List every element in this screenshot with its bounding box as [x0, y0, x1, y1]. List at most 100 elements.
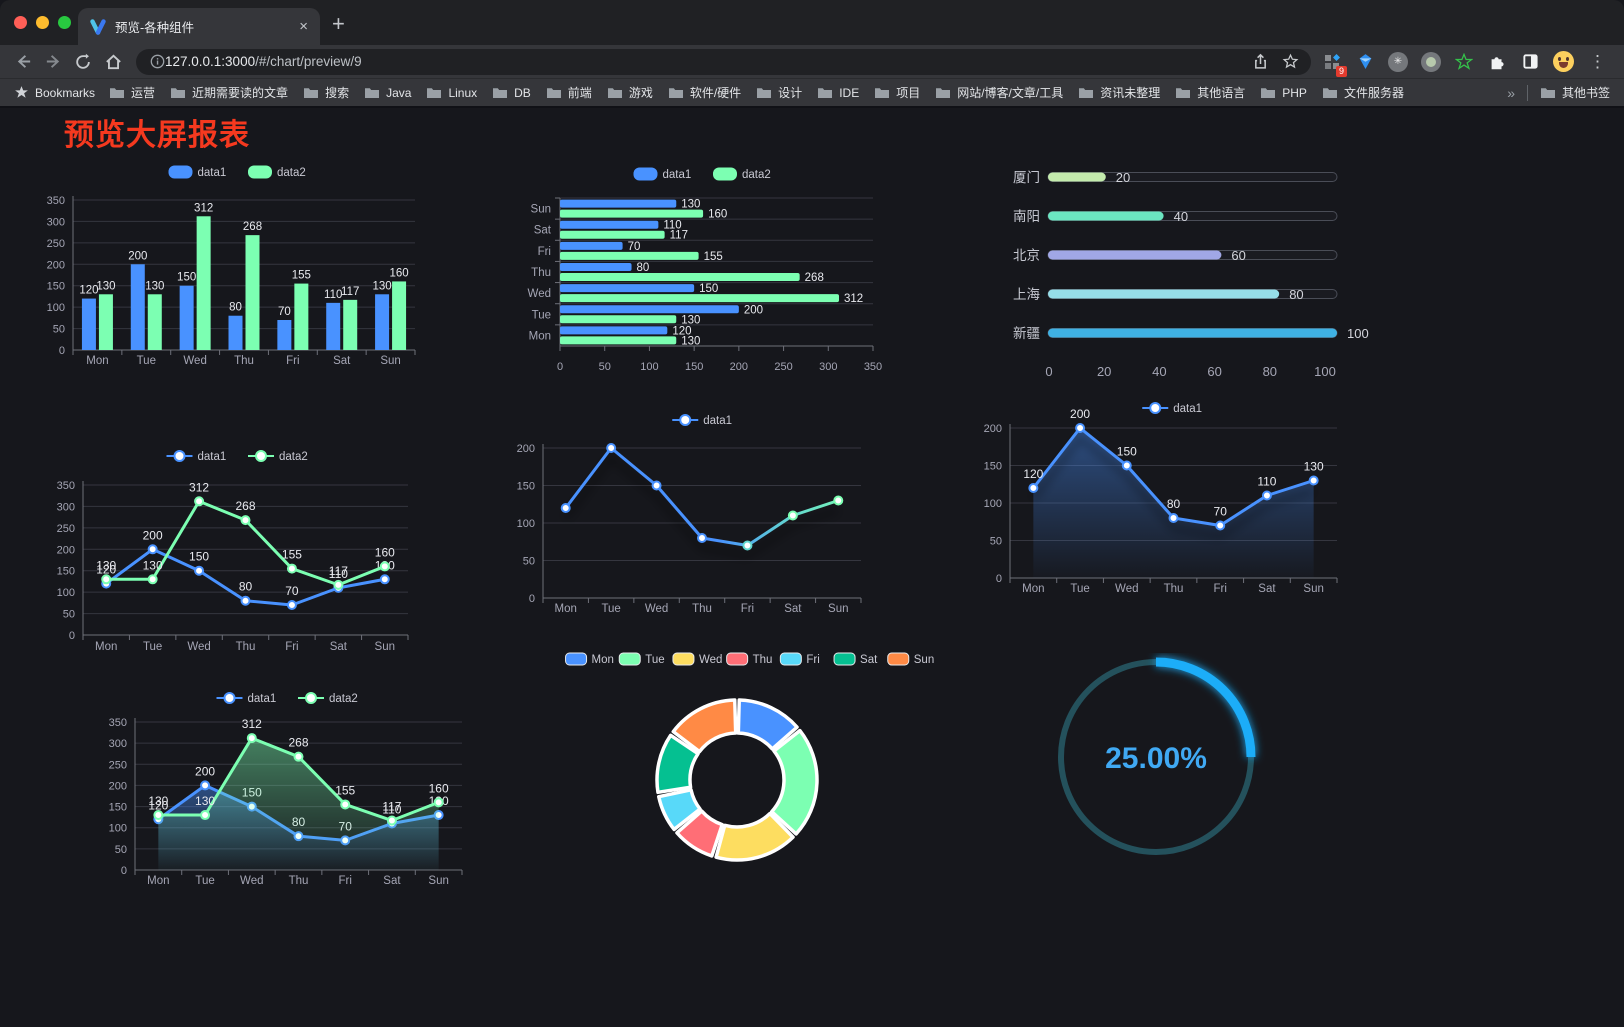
svg-text:110: 110: [1257, 475, 1276, 489]
bookmark-folder-2[interactable]: 搜索: [303, 84, 349, 101]
svg-text:data2: data2: [329, 693, 358, 705]
extension-grid-icon[interactable]: 9: [1319, 49, 1347, 77]
bookmark-folder-10[interactable]: IDE: [817, 84, 859, 101]
home-button[interactable]: [98, 48, 128, 76]
svg-text:Tue: Tue: [1070, 583, 1089, 595]
extensions-puzzle-icon[interactable]: [1484, 49, 1510, 75]
bookmark-folder-4[interactable]: Linux: [426, 84, 477, 101]
svg-text:312: 312: [189, 480, 209, 494]
new-tab-button[interactable]: +: [332, 11, 345, 36]
chart-city-progress-bars[interactable]: 厦门 20 南阳 40 北京 60 上海 80 新疆 100 0 20 40 60 80 100: [960, 163, 1380, 483]
svg-text:110: 110: [329, 567, 348, 581]
folder-icon: [493, 87, 508, 98]
svg-text:150: 150: [984, 461, 1002, 473]
forward-button[interactable]: [38, 48, 68, 76]
svg-text:70: 70: [285, 584, 299, 598]
bookmark-folder-12[interactable]: 网站/博客/文章/工具: [935, 84, 1063, 101]
svg-text:Sun: Sun: [428, 875, 448, 887]
bookmark-folder-15[interactable]: PHP: [1260, 84, 1307, 101]
extension-circle-icon[interactable]: [1418, 49, 1444, 75]
other-bookmarks-folder[interactable]: 其他书签: [1540, 84, 1610, 101]
svg-text:117: 117: [341, 286, 359, 298]
browser-menu-button[interactable]: ⋮: [1589, 51, 1606, 71]
extension-darkreader-icon[interactable]: [1517, 49, 1543, 75]
share-icon[interactable]: [1245, 48, 1275, 76]
svg-text:160: 160: [375, 545, 395, 559]
svg-text:Tue: Tue: [645, 654, 664, 666]
svg-text:50: 50: [115, 844, 127, 856]
bookmark-star-icon[interactable]: [1275, 48, 1305, 76]
svg-text:100: 100: [47, 302, 65, 314]
svg-text:0: 0: [529, 593, 535, 605]
bookmark-folder-list: 运营 近期需要读的文章 搜索 Java Linux DB 前端 游戏 软件/硬件 设计 IDE 项目网…: [109, 84, 1493, 101]
svg-text:160: 160: [389, 267, 408, 279]
folder-icon: [668, 87, 683, 98]
svg-text:新疆: 新疆: [1013, 326, 1040, 341]
svg-text:0: 0: [69, 630, 75, 642]
svg-text:130: 130: [681, 199, 700, 211]
svg-text:北京: 北京: [1013, 248, 1040, 263]
chart-ring-progress-gauge[interactable]: 25.00%: [1040, 653, 1280, 883]
chart-horizontal-bar-weekly[interactable]: data1 data2 0 50 100 150 200 250 300 350 Sun 130 160…: [505, 158, 905, 478]
chart-area-two-series-weekly[interactable]: data1 data2 0 50 100 150 200 250 300 350 Mon Tue Wed…: [90, 688, 490, 933]
svg-text:250: 250: [57, 523, 75, 535]
bookmarks-overflow-chevron[interactable]: »: [1507, 84, 1515, 101]
svg-text:上海: 上海: [1013, 287, 1040, 302]
svg-text:160: 160: [429, 781, 449, 795]
extension-asterisk-icon[interactable]: ✳: [1385, 49, 1411, 75]
svg-text:80: 80: [637, 262, 650, 274]
bookmark-folder-16[interactable]: 文件服务器: [1322, 84, 1404, 101]
folder-icon: [171, 87, 186, 98]
url-bar[interactable]: 127.0.0.1:3000/#/chart/preview/9: [136, 48, 1311, 76]
folder-icon: [818, 87, 833, 98]
svg-text:300: 300: [109, 738, 127, 750]
svg-text:Tue: Tue: [601, 603, 620, 615]
bookmark-folder-11[interactable]: 项目: [874, 84, 920, 101]
extension-star-icon[interactable]: [1451, 49, 1477, 75]
close-window-button[interactable]: [14, 16, 27, 29]
site-info-icon[interactable]: [150, 54, 165, 69]
svg-text:Wed: Wed: [645, 603, 668, 615]
chart-weekday-donut[interactable]: Mon Tue Wed Thu Fri Sat Sun: [540, 643, 960, 953]
tab-close-button[interactable]: ×: [299, 18, 308, 35]
svg-text:155: 155: [704, 251, 723, 263]
svg-text:data1: data1: [1173, 403, 1202, 415]
bookmark-folder-14[interactable]: 其他语言: [1175, 84, 1245, 101]
bookmark-folder-0[interactable]: 运营: [109, 84, 155, 101]
back-button[interactable]: [8, 48, 38, 76]
extension-emoji-icon[interactable]: [1550, 49, 1576, 75]
bookmark-folder-9[interactable]: 设计: [756, 84, 802, 101]
bookmarks-bar: Bookmarks 运营 近期需要读的文章 搜索 Java Linux DB 前端 游戏 软件/…: [0, 78, 1624, 106]
chart-grouped-bar-weekly[interactable]: data1 data2 0 50 100 150 200 250 300 350 Mon Tue Wed…: [30, 158, 450, 473]
svg-text:Thu: Thu: [753, 654, 773, 666]
bookmark-folder-1[interactable]: 近期需要读的文章: [170, 84, 288, 101]
svg-text:110: 110: [663, 220, 681, 232]
bookmark-folder-5[interactable]: DB: [492, 84, 531, 101]
reload-button[interactable]: [68, 48, 98, 76]
chart-gradient-line-weekly[interactable]: data1 0 50 100 150 200 Mon Tue Wed Thu Fri Sat Sun: [505, 408, 905, 643]
svg-text:268: 268: [235, 499, 255, 513]
svg-text:0: 0: [59, 345, 65, 357]
svg-text:40: 40: [1174, 209, 1188, 224]
svg-text:120: 120: [96, 563, 116, 577]
zoom-window-button[interactable]: [58, 16, 71, 29]
bookmark-folder-8[interactable]: 软件/硬件: [668, 84, 741, 101]
url-host: 127.0.0.1:3000: [165, 54, 256, 69]
extension-gem-icon[interactable]: [1352, 49, 1378, 75]
svg-text:70: 70: [278, 306, 291, 318]
browser-tab[interactable]: 预览-各种组件 ×: [78, 8, 320, 45]
bookmark-folder-7[interactable]: 游戏: [607, 84, 653, 101]
svg-text:312: 312: [844, 293, 863, 305]
svg-text:Wed: Wed: [1115, 583, 1138, 595]
chart-area-line-weekly[interactable]: data1 0 50 100 150 200 Mon Tue Wed Thu Fri Sat Sun 12…: [965, 398, 1385, 633]
minimize-window-button[interactable]: [36, 16, 49, 29]
svg-text:data1: data1: [703, 415, 732, 427]
bookmark-folder-13[interactable]: 资讯未整理: [1078, 84, 1160, 101]
chart-line-weekly-two-series[interactable]: data1 data2 0 50 100 150 200 250 300 350 Mon Tue Wed…: [30, 438, 450, 678]
folder-icon: [1322, 87, 1337, 98]
bookmark-folder-6[interactable]: 前端: [546, 84, 592, 101]
svg-text:268: 268: [243, 221, 262, 233]
bookmarks-manager[interactable]: Bookmarks: [14, 85, 95, 100]
bookmark-folder-3[interactable]: Java: [364, 84, 411, 101]
svg-text:70: 70: [628, 241, 641, 253]
